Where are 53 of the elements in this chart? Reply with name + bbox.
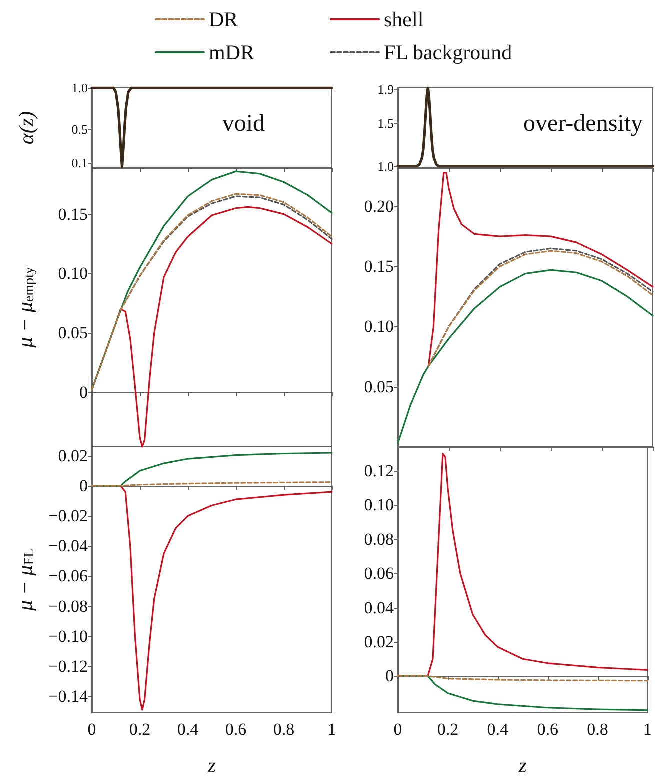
y-tick-label: 0.1 [72, 156, 88, 170]
y-tick-label: 0.06 [364, 564, 394, 584]
y-tick-label: 0.05 [58, 324, 88, 343]
y-tick-label: −0.04 [48, 536, 88, 556]
y-tick-label: 0.02 [58, 446, 88, 466]
y-tick-label: 0.04 [364, 598, 394, 618]
x-tick-label: 0.8 [587, 720, 608, 739]
y-tick-label: 0.5 [72, 122, 88, 138]
x-tick-label: 0.2 [437, 720, 459, 739]
y-tick-label: −0.12 [48, 656, 88, 676]
x-tick-label: 0.4 [177, 720, 200, 739]
y-tick-label: 1.0 [378, 158, 394, 174]
y-tick-label: 0.10 [364, 317, 394, 336]
y-tick-label: 0.15 [58, 204, 88, 224]
y-tick-label: 0.10 [364, 496, 394, 515]
legend-label: DR [209, 8, 238, 32]
y-tick-label: 1.0 [72, 80, 88, 96]
annotation: void [222, 111, 266, 137]
y-axis-title: μ − μempty [13, 267, 38, 349]
y-tick-label: −0.02 [48, 506, 88, 526]
y-tick-label: 0.12 [364, 461, 394, 480]
y-tick-label: 0.08 [364, 530, 394, 549]
x-tick-label: 1 [644, 720, 652, 739]
y-tick-label: −0.14 [48, 686, 88, 706]
y-axis-title: α(z) [14, 111, 38, 145]
x-tick-label: 1 [328, 720, 336, 739]
line-series [428, 172, 654, 368]
y-tick-label: 0.02 [364, 632, 394, 652]
y-tick-label: 0.20 [364, 196, 394, 216]
line-series [397, 269, 654, 444]
y-tick-label: 1.5 [378, 116, 394, 132]
x-axis-title: z [206, 754, 216, 777]
x-tick-label: 0.2 [129, 720, 151, 739]
y-tick-label: −0.06 [48, 566, 88, 586]
y-tick-label: −0.10 [48, 626, 88, 646]
x-tick-label: 0.6 [225, 720, 247, 739]
legend-label: shell [384, 8, 424, 32]
annotation: over-density [524, 111, 643, 137]
y-tick-label: 1.9 [378, 82, 394, 98]
x-axis-title: z [518, 754, 527, 777]
y-tick-label: 0 [386, 666, 394, 686]
y-tick-label: 0.15 [364, 257, 394, 276]
legend-label: mDR [209, 40, 255, 64]
y-tick-label: 0.05 [364, 377, 394, 396]
legend-label: FL background [384, 40, 513, 64]
y-tick-label: 0.10 [58, 264, 88, 284]
x-tick-label: 0.4 [487, 720, 510, 739]
y-tick-label: −0.08 [48, 596, 88, 616]
y-tick-label: 0 [80, 476, 88, 496]
x-tick-label: 0.8 [273, 720, 295, 739]
y-tick-label: 0 [80, 382, 88, 402]
x-tick-label: 0.6 [537, 720, 558, 739]
y-axis-title: μ − μFL [13, 548, 38, 612]
